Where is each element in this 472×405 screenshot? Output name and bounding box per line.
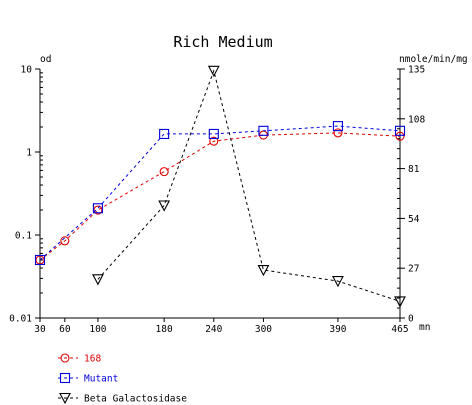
x-tick-label: 240 <box>205 324 222 335</box>
y-right-tick-label: 0 <box>408 314 414 325</box>
data-point <box>159 167 169 177</box>
y-left-tick-label: 0.01 <box>9 314 32 325</box>
data-point <box>159 128 170 139</box>
series-line <box>97 69 401 302</box>
series-168 <box>35 128 405 265</box>
data-point <box>34 254 46 266</box>
y-left-axis-label: od <box>40 54 51 65</box>
legend-item: Beta Galactosidase <box>58 392 187 405</box>
x-tick-label: 465 <box>391 324 408 335</box>
x-tick-label: 60 <box>59 324 71 335</box>
data-point <box>333 128 343 138</box>
data-point <box>332 276 344 288</box>
legend-item: 168 <box>58 353 101 365</box>
y-right-tick-label: 54 <box>408 214 420 225</box>
y-right-tick-label: 81 <box>408 164 420 175</box>
legend-marker <box>59 372 71 384</box>
x-tick-label: 100 <box>89 324 106 335</box>
x-tick-label: 300 <box>255 324 272 335</box>
legend-label: Beta Galactosidase <box>84 394 187 405</box>
series-layer <box>34 65 406 308</box>
data-point <box>92 203 103 214</box>
data-point <box>92 274 104 286</box>
legend: 168 Mutant Beta Galactosidase <box>58 353 187 405</box>
x-tick-label: 30 <box>34 324 46 335</box>
data-point <box>258 125 269 136</box>
chart-title: Rich Medium <box>173 33 272 51</box>
data-point <box>395 131 405 141</box>
series-line <box>39 132 401 261</box>
data-point <box>207 65 220 78</box>
y-left-tick-label: 10 <box>21 65 33 76</box>
data-point <box>394 296 406 308</box>
data-point <box>394 125 406 136</box>
y-left-tick-label: 1 <box>26 148 32 159</box>
y-left-tick-label: 0.1 <box>15 231 32 242</box>
legend-marker <box>59 392 71 405</box>
series-beta-galactosidase <box>92 65 406 308</box>
y-right-tick-label: 27 <box>408 264 419 275</box>
data-point <box>257 264 270 277</box>
legend-label: Mutant <box>84 374 118 385</box>
data-point <box>158 200 171 212</box>
x-axis-unit-label: mn <box>419 322 430 333</box>
series-line <box>39 125 401 261</box>
series-mutant <box>34 121 406 266</box>
data-point <box>332 121 343 132</box>
legend-marker <box>60 353 70 363</box>
y-right-axis-label: nmole/min/mg <box>399 54 468 65</box>
x-tick-label: 180 <box>156 324 173 335</box>
x-tick-label: 390 <box>329 324 346 335</box>
legend-label: 168 <box>84 354 101 365</box>
data-point <box>209 136 219 146</box>
y-right-tick-label: 135 <box>408 65 425 76</box>
legend-item: Mutant <box>58 372 118 385</box>
y-right-tick-label: 108 <box>408 114 425 125</box>
data-point <box>208 128 219 139</box>
axes: 30 60 100 180 240 300 390 4650.010.111002754811… <box>9 65 425 336</box>
data-point <box>60 236 70 246</box>
